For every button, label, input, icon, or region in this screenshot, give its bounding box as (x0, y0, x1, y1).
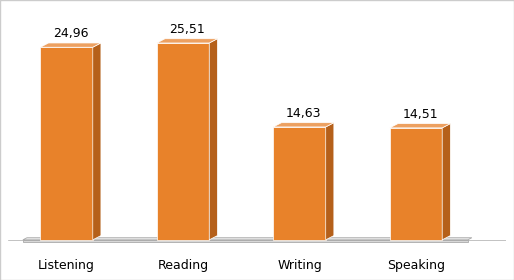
Polygon shape (157, 39, 217, 43)
Polygon shape (390, 124, 450, 128)
Polygon shape (273, 127, 326, 240)
Polygon shape (209, 39, 217, 240)
Polygon shape (157, 43, 209, 240)
Text: 14,63: 14,63 (286, 107, 321, 120)
Text: 24,96: 24,96 (53, 27, 88, 40)
Polygon shape (442, 124, 450, 240)
Text: 25,51: 25,51 (169, 23, 205, 36)
Polygon shape (41, 43, 101, 47)
Polygon shape (326, 123, 334, 240)
Polygon shape (41, 47, 93, 240)
Polygon shape (390, 128, 442, 240)
Text: 14,51: 14,51 (402, 108, 438, 120)
Polygon shape (273, 123, 334, 127)
Polygon shape (23, 240, 468, 242)
Polygon shape (23, 238, 472, 240)
Polygon shape (93, 43, 101, 240)
